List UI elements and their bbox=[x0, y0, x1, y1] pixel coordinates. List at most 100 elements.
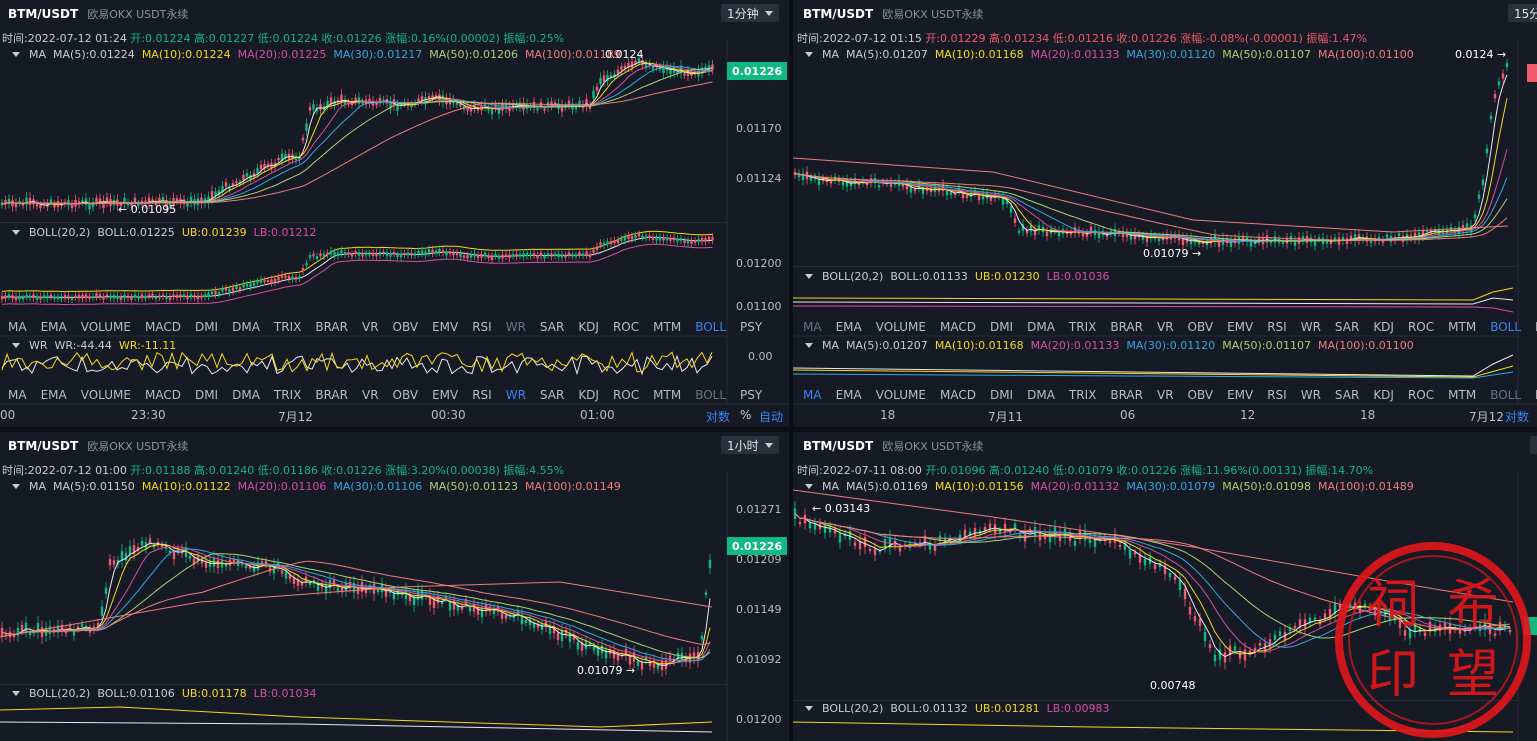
indicator-tab-rsi[interactable]: RSI bbox=[1267, 388, 1287, 402]
indicator-tab-dmi[interactable]: DMI bbox=[194, 320, 219, 334]
indicator-tab-macd[interactable]: MACD bbox=[144, 388, 181, 402]
indicator-tab-mtm[interactable]: MTM bbox=[653, 320, 682, 334]
indicator-tab-vr[interactable]: VR bbox=[1156, 320, 1174, 334]
indicator-tab-roc[interactable]: ROC bbox=[1407, 320, 1435, 334]
indicator-tab-roc[interactable]: ROC bbox=[1407, 388, 1435, 402]
indicator-tab-dma[interactable]: DMA bbox=[1027, 320, 1055, 334]
collapse-icon[interactable] bbox=[805, 52, 813, 57]
indicator-tab-ma[interactable]: MA bbox=[803, 320, 822, 334]
indicator-tab-brar[interactable]: BRAR bbox=[315, 320, 348, 334]
indicator-tab-sar[interactable]: SAR bbox=[1334, 320, 1360, 334]
indicator-tab-ma[interactable]: MA bbox=[8, 320, 27, 334]
indicator-tab-sar[interactable]: SAR bbox=[539, 388, 565, 402]
chart-canvas-1m[interactable] bbox=[0, 0, 789, 427]
indicator-tab-kdj[interactable]: KDJ bbox=[578, 320, 599, 334]
indicator-tab-roc[interactable]: ROC bbox=[612, 388, 640, 402]
indicator-tab-psy[interactable]: PSY bbox=[740, 320, 763, 334]
indicator-tab-boll[interactable]: BOLL bbox=[695, 320, 727, 334]
indicator-tab-wr[interactable]: WR bbox=[505, 388, 526, 402]
indicator-tab-vr[interactable]: VR bbox=[361, 388, 379, 402]
ma-legend[interactable]: MA MA(5):0.01169 MA(10):0.01156 MA(20):0… bbox=[805, 480, 1421, 493]
indicator-tab-wr[interactable]: WR bbox=[505, 320, 526, 334]
auto-scale-button[interactable]: 自动 bbox=[759, 410, 784, 424]
chart-panel-15m[interactable]: BTM/USDT 欧易OKX USDT永续 15分 时间:2022-07-12 … bbox=[793, 0, 1537, 427]
indicator-tab-boll[interactable]: BOLL bbox=[1490, 320, 1522, 334]
indicator-tab-obv[interactable]: OBV bbox=[392, 320, 419, 334]
chart-canvas-1h[interactable] bbox=[0, 432, 789, 741]
collapse-icon[interactable] bbox=[12, 691, 20, 696]
collapse-icon[interactable] bbox=[12, 343, 20, 348]
indicator-tab-sar[interactable]: SAR bbox=[1334, 388, 1360, 402]
indicator-tab-trix[interactable]: TRIX bbox=[273, 320, 302, 334]
indicator-tab-rsi[interactable]: RSI bbox=[1267, 320, 1287, 334]
log-scale-button[interactable]: 对数 bbox=[706, 410, 731, 424]
chart-panel-1h[interactable]: BTM/USDT 欧易OKX USDT永续 1小时 时间:2022-07-12 … bbox=[0, 432, 789, 741]
indicator-tab-macd[interactable]: MACD bbox=[144, 320, 181, 334]
indicator-tab-trix[interactable]: TRIX bbox=[1068, 320, 1097, 334]
boll-legend[interactable]: BOLL(20,2) BOLL:0.01225 UB:0.01239 LB:0.… bbox=[12, 226, 323, 239]
collapse-icon[interactable] bbox=[805, 484, 813, 489]
indicator-tab-dma[interactable]: DMA bbox=[232, 388, 260, 402]
indicator-tab-emv[interactable]: EMV bbox=[432, 320, 459, 334]
indicator-tab-volume[interactable]: VOLUME bbox=[80, 320, 131, 334]
indicator-tab-dmi[interactable]: DMI bbox=[989, 388, 1014, 402]
indicator-tab-volume[interactable]: VOLUME bbox=[875, 320, 926, 334]
indicator-tab-obv[interactable]: OBV bbox=[392, 388, 419, 402]
indicator-tab-rsi[interactable]: RSI bbox=[472, 320, 492, 334]
indicator-tab-mtm[interactable]: MTM bbox=[1448, 320, 1477, 334]
ma-legend[interactable]: MA MA(5):0.01207 MA(10):0.01168 MA(20):0… bbox=[805, 48, 1421, 61]
panel-splitter-vertical[interactable] bbox=[789, 0, 793, 741]
indicator-tab-dma[interactable]: DMA bbox=[1027, 388, 1055, 402]
timeframe-select[interactable]: 15分 bbox=[1508, 4, 1537, 22]
collapse-icon[interactable] bbox=[12, 484, 20, 489]
indicator-tab-ema[interactable]: EMA bbox=[40, 388, 67, 402]
boll-legend[interactable]: BOLL(20,2) BOLL:0.01132 UB:0.01281 LB:0.… bbox=[805, 702, 1116, 715]
indicator-tab-ema[interactable]: EMA bbox=[835, 388, 862, 402]
panel-splitter-horizontal[interactable] bbox=[0, 427, 1537, 432]
indicator-tab-ema[interactable]: EMA bbox=[40, 320, 67, 334]
indicator-tab-obv[interactable]: OBV bbox=[1187, 320, 1214, 334]
chart-canvas-15m[interactable] bbox=[793, 0, 1537, 427]
collapse-icon[interactable] bbox=[12, 230, 20, 235]
indicator-tab-brar[interactable]: BRAR bbox=[1110, 320, 1143, 334]
indicator-tab-brar[interactable]: BRAR bbox=[1110, 388, 1143, 402]
indicator-tab-kdj[interactable]: KDJ bbox=[1373, 388, 1394, 402]
indicator-tab-ema[interactable]: EMA bbox=[835, 320, 862, 334]
indicator-tab-emv[interactable]: EMV bbox=[1227, 388, 1254, 402]
indicator-tab-vr[interactable]: VR bbox=[361, 320, 379, 334]
indicator-tab-roc[interactable]: ROC bbox=[612, 320, 640, 334]
wr-legend[interactable]: WR WR:-44.44 WR:-11.11 bbox=[12, 339, 183, 352]
chart-panel-4[interactable]: BTM/USDT 欧易OKX USDT永续 时间:2022-07-11 08:0… bbox=[793, 432, 1537, 741]
indicator-tab-ma[interactable]: MA bbox=[803, 388, 822, 402]
indicator-tab-wr[interactable]: WR bbox=[1300, 320, 1321, 334]
indicator-tab-rsi[interactable]: RSI bbox=[472, 388, 492, 402]
indicator-tab-obv[interactable]: OBV bbox=[1187, 388, 1214, 402]
indicator-tab-ma[interactable]: MA bbox=[8, 388, 27, 402]
indicator-tab-boll[interactable]: BOLL bbox=[695, 388, 727, 402]
indicator-tab-psy[interactable]: PSY bbox=[1535, 388, 1537, 402]
indicator-tab-volume[interactable]: VOLUME bbox=[875, 388, 926, 402]
indicator-tab-emv[interactable]: EMV bbox=[432, 388, 459, 402]
indicator-tab-dmi[interactable]: DMI bbox=[989, 320, 1014, 334]
indicator-tab-boll[interactable]: BOLL bbox=[1490, 388, 1522, 402]
boll-legend[interactable]: BOLL(20,2) BOLL:0.01106 UB:0.01178 LB:0.… bbox=[12, 687, 323, 700]
indicator-tab-psy[interactable]: PSY bbox=[1535, 320, 1537, 334]
pane-divider[interactable] bbox=[793, 700, 1518, 701]
indicator-tab-sar[interactable]: SAR bbox=[539, 320, 565, 334]
chart-canvas-4[interactable] bbox=[793, 432, 1537, 741]
collapse-icon[interactable] bbox=[805, 343, 813, 348]
timeframe-select[interactable] bbox=[1530, 436, 1537, 454]
pane-divider[interactable] bbox=[793, 266, 1518, 267]
collapse-icon[interactable] bbox=[805, 274, 813, 279]
boll-legend[interactable]: BOLL(20,2) BOLL:0.01133 UB:0.01230 LB:0.… bbox=[805, 270, 1116, 283]
indicator-tab-psy[interactable]: PSY bbox=[740, 388, 763, 402]
indicator-tab-vr[interactable]: VR bbox=[1156, 388, 1174, 402]
ma-legend[interactable]: MA MA(5):0.01224 MA(10):0.01224 MA(20):0… bbox=[12, 48, 628, 61]
indicator-tab-kdj[interactable]: KDJ bbox=[578, 388, 599, 402]
indicator-tab-trix[interactable]: TRIX bbox=[1068, 388, 1097, 402]
indicator-tab-macd[interactable]: MACD bbox=[939, 388, 976, 402]
indicator-tab-wr[interactable]: WR bbox=[1300, 388, 1321, 402]
indicator-tab-brar[interactable]: BRAR bbox=[315, 388, 348, 402]
indicator-tab-kdj[interactable]: KDJ bbox=[1373, 320, 1394, 334]
indicator-tab-mtm[interactable]: MTM bbox=[653, 388, 682, 402]
